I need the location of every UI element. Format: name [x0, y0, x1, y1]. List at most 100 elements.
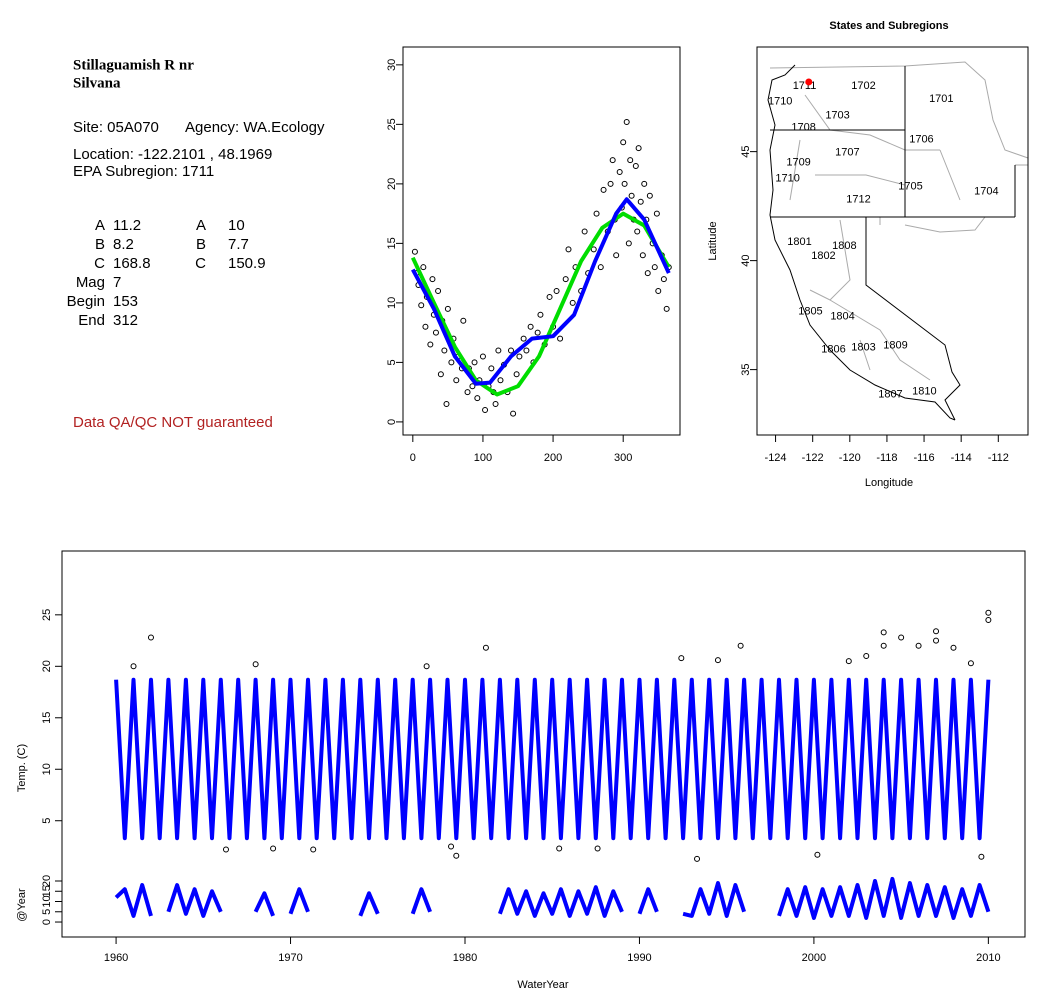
data-point [453, 852, 460, 859]
param-cell: C [195, 255, 206, 272]
region-label: 1710 [768, 95, 792, 107]
y-axis-label: @Year [16, 888, 28, 922]
data-point [737, 642, 744, 649]
param-cell: 150.9 [228, 255, 266, 272]
y-axis-label: Latitude [707, 221, 719, 260]
y-tick-label: 10 [386, 297, 398, 309]
region-label: 1803 [851, 342, 875, 354]
data-point [950, 644, 957, 651]
data-point [553, 287, 560, 294]
x-tick-label: 2010 [976, 952, 1000, 964]
data-point [441, 347, 448, 354]
y-tick-label: 30 [386, 59, 398, 71]
data-point [488, 365, 495, 372]
data-point [628, 192, 635, 199]
region-label: 1702 [851, 80, 875, 92]
data-point [660, 276, 667, 283]
data-point [147, 634, 154, 641]
param-cell: A [95, 217, 105, 234]
data-point [639, 252, 646, 259]
plot-frame [756, 46, 1029, 436]
x-tick-label: 1990 [627, 952, 651, 964]
x-tick-label: 300 [614, 452, 632, 464]
data-point [523, 347, 530, 354]
data-point [623, 118, 630, 125]
data-point [507, 347, 514, 354]
region-label: 1809 [883, 340, 907, 352]
data-point [464, 389, 471, 396]
y-tick-label: 5 [41, 909, 53, 915]
data-point [479, 353, 486, 360]
x-tick-label: 1960 [104, 952, 128, 964]
param-cell: 10 [228, 217, 245, 234]
y-axis-label: Temp. (C) [16, 744, 28, 792]
param-cell: C [94, 255, 105, 272]
data-point [423, 663, 430, 670]
param-cell: B [95, 236, 105, 253]
data-point [569, 299, 576, 306]
data-point [432, 329, 439, 336]
data-point [985, 609, 992, 616]
param-cell: 7 [113, 274, 121, 291]
region-label: 1706 [909, 134, 933, 146]
data-point [641, 180, 648, 187]
region-label: 1707 [835, 147, 859, 159]
y-tick-label: 15 [41, 885, 53, 897]
y-tick-label: 0 [386, 419, 398, 425]
data-point [978, 853, 985, 860]
data-point [429, 276, 436, 283]
data-point [600, 186, 607, 193]
data-point [607, 180, 614, 187]
param-cell: 153 [113, 293, 138, 310]
region-label: 1801 [787, 236, 811, 248]
region-label: 1711 [793, 80, 817, 92]
data-point [497, 377, 504, 384]
data-point [880, 629, 887, 636]
location: Location: -122.2101 , 48.1969 [73, 146, 272, 163]
region-label: 1805 [798, 305, 822, 317]
region-label: 1701 [929, 93, 953, 105]
site: Site: 05A070 [73, 119, 159, 136]
x-axis-label: WaterYear [517, 979, 568, 991]
param-cell: End [78, 312, 105, 329]
data-point [621, 180, 628, 187]
x-tick-label: -122 [802, 452, 824, 464]
y-tick-label: 0 [41, 919, 53, 925]
data-point [444, 305, 451, 312]
y-tick-label: 10 [41, 763, 53, 775]
data-point [593, 210, 600, 217]
data-point [537, 311, 544, 318]
x-tick-label: -124 [765, 452, 787, 464]
data-point [546, 293, 553, 300]
subregion: EPA Subregion: 1711 [73, 163, 214, 180]
region-label: 1705 [898, 181, 922, 193]
y-tick-label: 40 [740, 254, 752, 266]
note: Data QA/QC NOT guaranteed [73, 414, 273, 431]
data-point [863, 653, 870, 660]
data-point [427, 341, 434, 348]
data-point [632, 163, 639, 170]
data-point [714, 657, 721, 664]
data-point [627, 157, 634, 164]
param-cell: 11.2 [113, 217, 141, 234]
region-label: 1703 [825, 109, 849, 121]
data-point [252, 661, 259, 668]
data-point [581, 228, 588, 235]
data-point [634, 228, 641, 235]
series-line [114, 677, 991, 841]
data-point [482, 644, 489, 651]
data-point [513, 371, 520, 378]
data-point [597, 264, 604, 271]
region-label: 1804 [830, 310, 854, 322]
data-point [492, 401, 499, 408]
data-point [967, 660, 974, 667]
data-point [985, 616, 992, 623]
y-tick-label: 25 [41, 609, 53, 621]
y-tick-label: 15 [41, 712, 53, 724]
data-point [898, 634, 905, 641]
data-point [678, 655, 685, 662]
fit-line [410, 211, 671, 397]
region-boundary [769, 61, 1029, 381]
data-point [655, 287, 662, 294]
data-point [556, 845, 563, 852]
